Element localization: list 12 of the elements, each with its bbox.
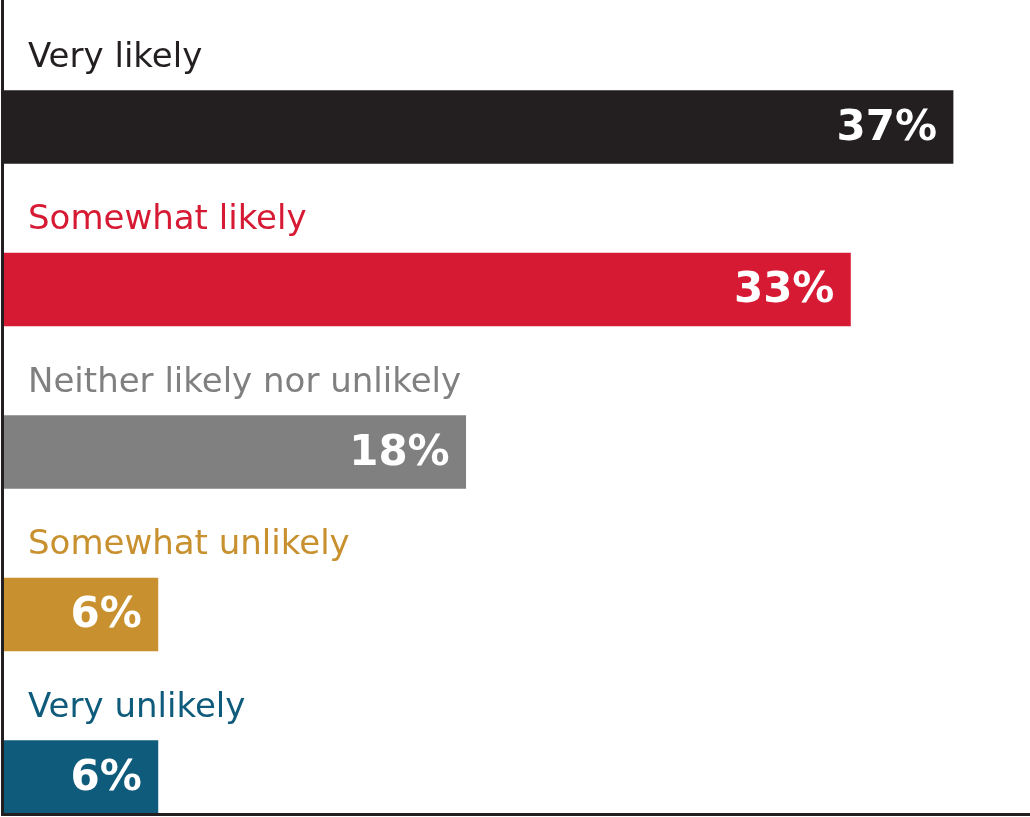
data-label: 33% xyxy=(733,263,835,313)
data-label: 37% xyxy=(836,100,938,150)
y-tick-label: Neither likely nor unlikely xyxy=(28,359,462,400)
data-label: 6% xyxy=(70,750,142,800)
data-label: 6% xyxy=(70,588,142,638)
y-tick-label: Somewhat unlikely xyxy=(28,522,350,562)
bar xyxy=(3,252,851,327)
bar xyxy=(3,415,467,489)
y-tick-label: Very likely xyxy=(28,34,203,75)
data-label: 18% xyxy=(349,425,450,475)
y-tick-label: Very unlikely xyxy=(28,684,246,725)
y-tick-label: Somewhat likely xyxy=(28,197,307,237)
